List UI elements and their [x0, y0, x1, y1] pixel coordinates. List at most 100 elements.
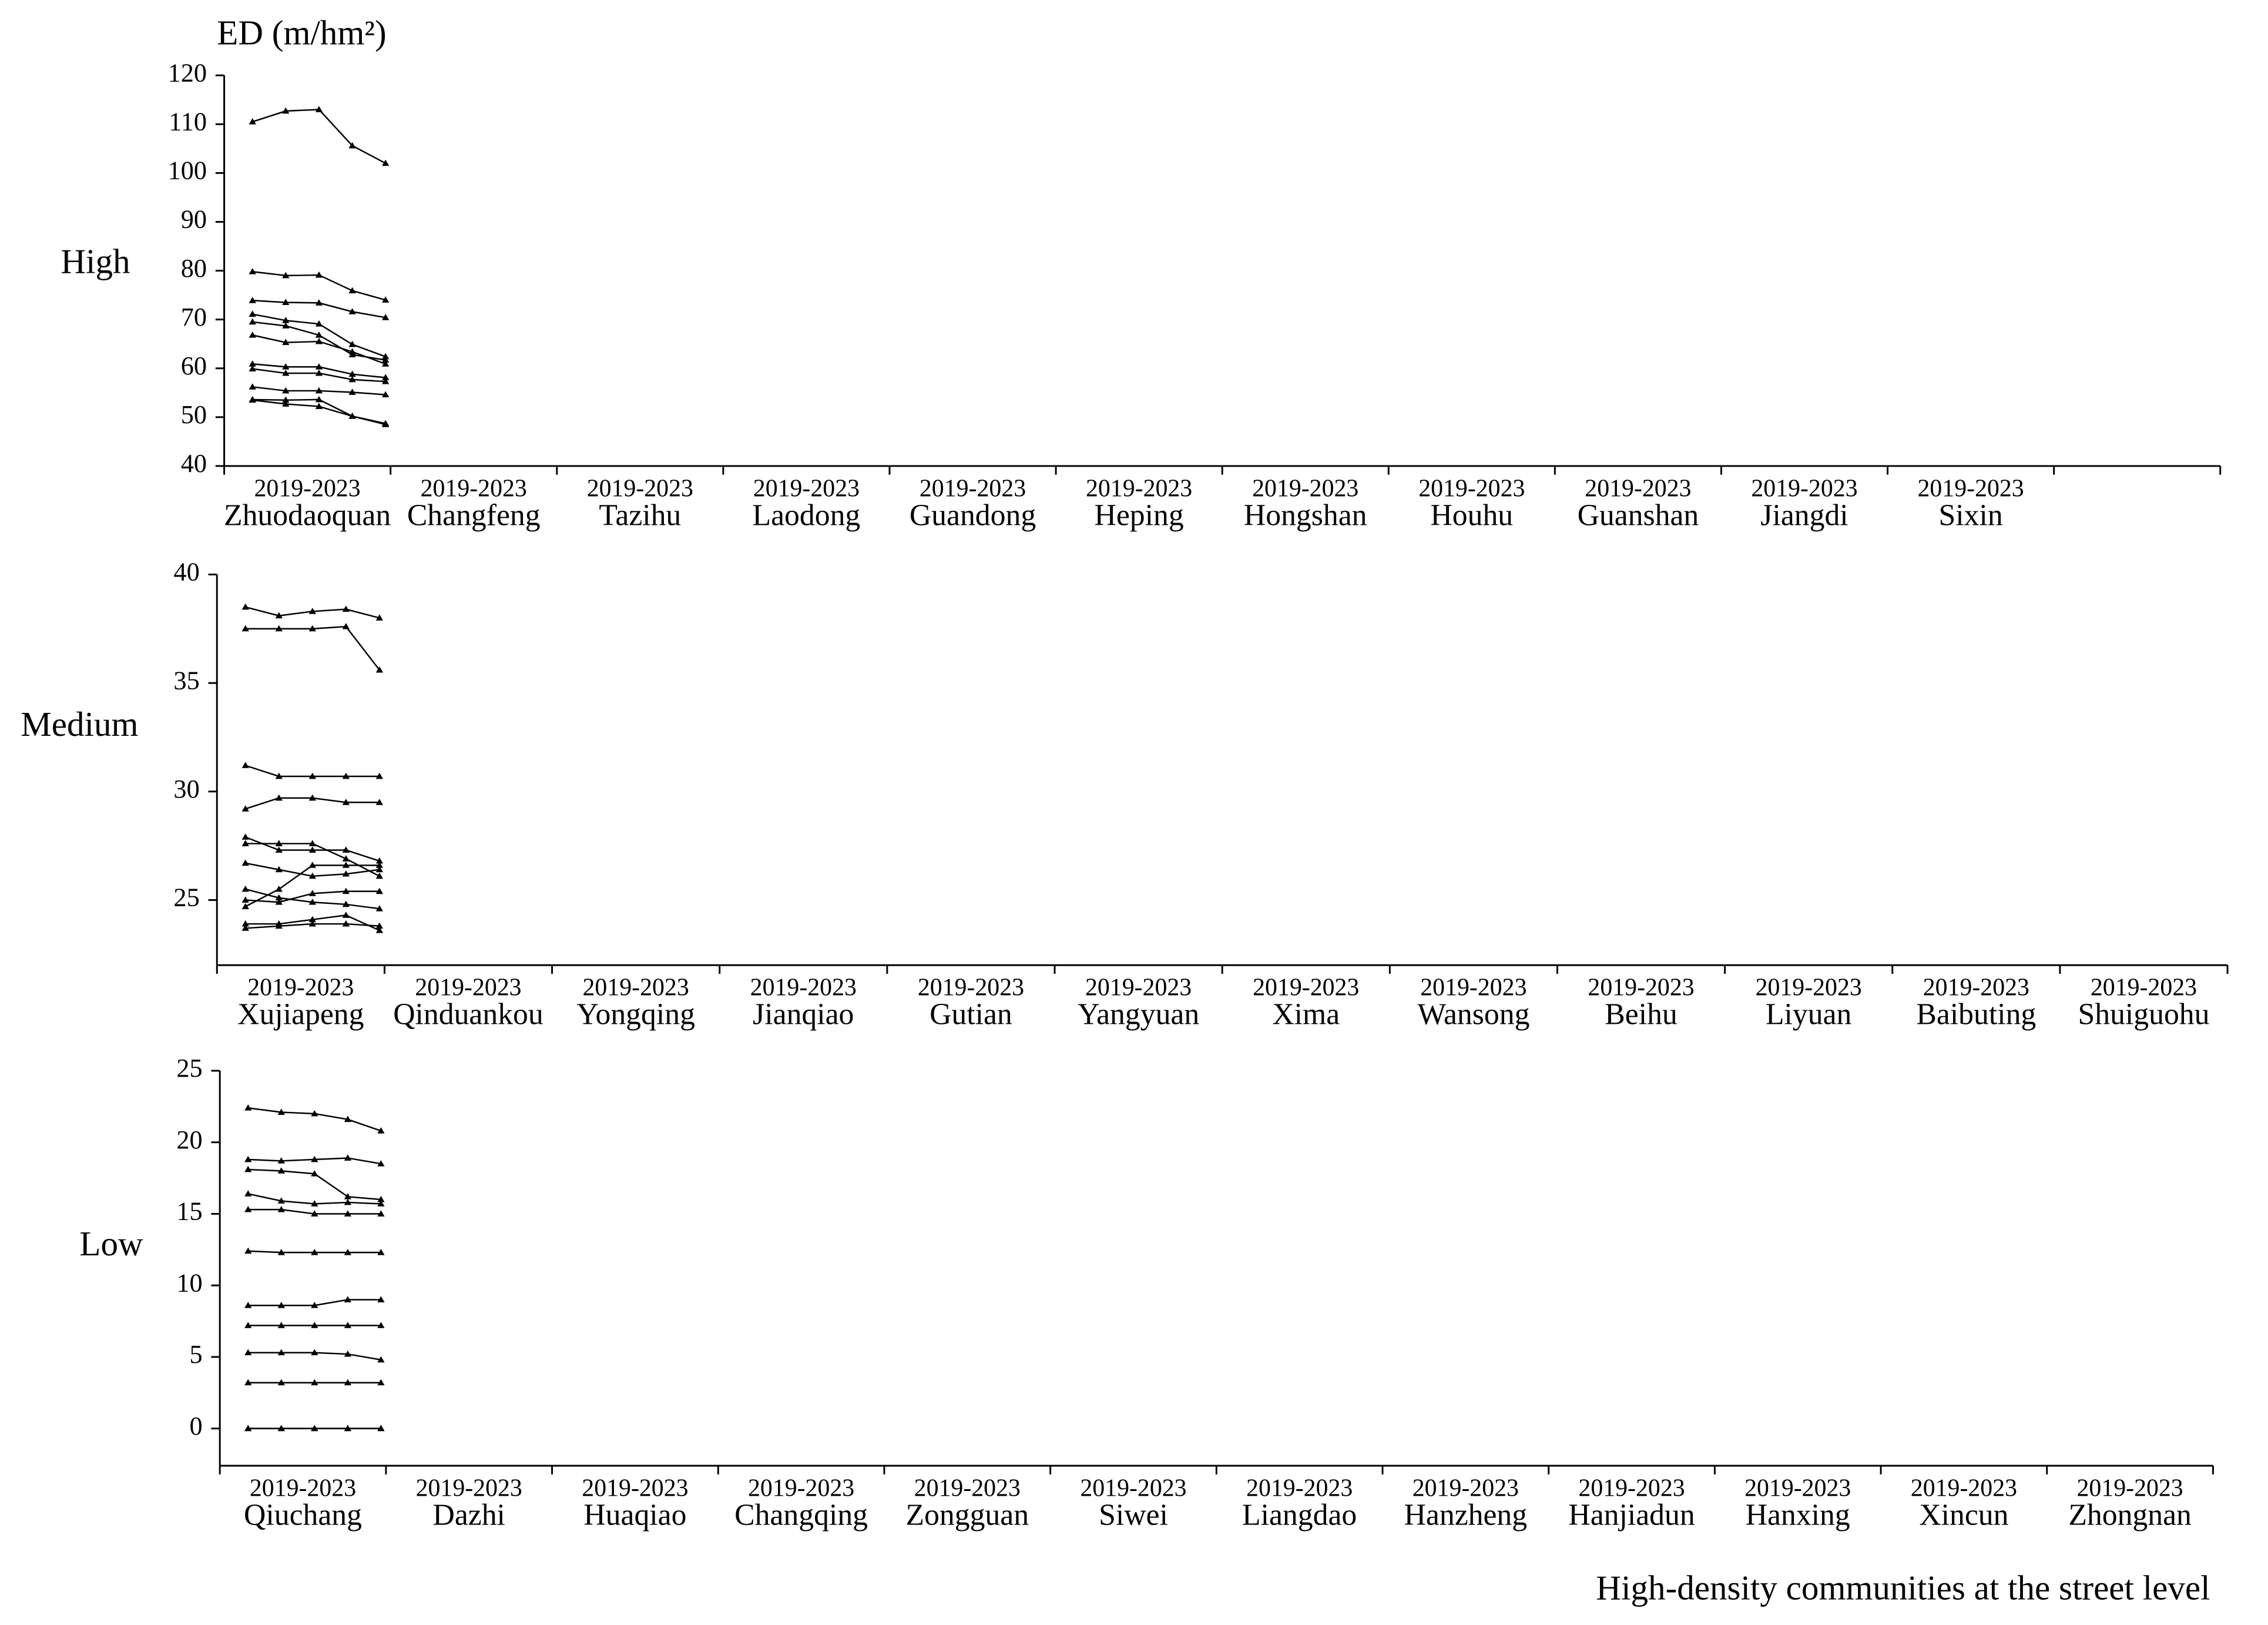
point-marker: [311, 1249, 318, 1255]
point-marker: [282, 369, 290, 376]
point-marker: [277, 1302, 285, 1308]
period-label: 2019-2023: [1911, 1475, 2017, 1502]
point-marker: [275, 885, 283, 892]
series-line: [252, 109, 386, 164]
point-marker: [282, 387, 290, 394]
point-marker: [277, 1249, 285, 1255]
point-marker: [342, 799, 350, 805]
point-marker: [249, 360, 256, 367]
x-tick-label: Zongguan: [905, 1498, 1029, 1532]
point-marker: [282, 317, 290, 323]
period-label: 2019-2023: [753, 475, 860, 502]
point-marker: [275, 794, 283, 801]
point-marker: [308, 608, 316, 614]
y-axis-label: ED (m/hm²): [217, 13, 386, 52]
period-label: 2019-2023: [1418, 475, 1525, 502]
period-label: 2019-2023: [1085, 974, 1192, 1001]
point-marker: [282, 272, 290, 279]
point-marker: [342, 855, 350, 862]
point-marker: [282, 299, 290, 306]
point-marker: [315, 396, 323, 403]
point-marker: [311, 1425, 318, 1432]
y-tick-label: 5: [189, 1340, 202, 1369]
point-marker: [382, 378, 390, 384]
period-label: 2019-2023: [250, 1475, 356, 1502]
point-marker: [344, 1425, 352, 1432]
point-marker: [275, 772, 283, 779]
point-marker: [249, 310, 256, 317]
point-marker: [315, 320, 323, 327]
x-tick-label: Guanshan: [1578, 498, 1699, 532]
point-marker: [308, 890, 316, 896]
point-marker: [249, 268, 256, 274]
point-marker: [315, 363, 323, 370]
point-marker: [311, 1379, 318, 1386]
x-tick-label: Xima: [1272, 998, 1340, 1031]
x-tick-label: Jianqiao: [753, 998, 854, 1031]
point-marker: [375, 772, 384, 779]
point-marker: [377, 1356, 385, 1363]
x-tick-label: Beihu: [1605, 998, 1677, 1031]
x-tick-label: Hongshan: [1244, 498, 1367, 532]
point-marker: [375, 614, 384, 621]
period-label: 2019-2023: [1080, 1475, 1186, 1502]
point-marker: [348, 413, 356, 419]
x-tick-label: Guandong: [910, 498, 1036, 532]
point-marker: [377, 1210, 385, 1217]
period-label: 2019-2023: [918, 974, 1024, 1001]
point-marker: [348, 340, 356, 347]
point-marker: [315, 337, 323, 344]
point-marker: [241, 840, 249, 846]
point-marker: [311, 1349, 318, 1356]
y-tick-label: 25: [176, 1054, 202, 1083]
point-marker: [277, 1157, 285, 1164]
point-marker: [377, 1296, 385, 1302]
point-marker: [244, 1349, 252, 1356]
y-tick-label: 120: [168, 58, 207, 87]
period-label: 2019-2023: [1086, 475, 1192, 502]
point-marker: [382, 353, 390, 360]
point-marker: [377, 1425, 385, 1432]
y-tick-label: 30: [173, 775, 199, 803]
point-marker: [311, 1155, 318, 1162]
point-marker: [249, 331, 256, 338]
point-marker: [348, 376, 356, 383]
point-marker: [375, 857, 384, 864]
point-marker: [377, 1322, 385, 1328]
y-tick-label: 50: [181, 400, 207, 429]
y-tick-label: 60: [181, 351, 207, 380]
point-marker: [244, 1155, 252, 1162]
x-tick-label: Shuiguohu: [2078, 998, 2209, 1031]
point-marker: [382, 159, 390, 166]
point-marker: [241, 859, 249, 866]
point-marker: [382, 314, 390, 320]
point-marker: [382, 391, 390, 398]
x-tick-label: Xincun: [1919, 1498, 2008, 1532]
x-tick-label: Hanjiadun: [1568, 1498, 1695, 1532]
y-tick-label: 100: [168, 156, 207, 185]
period-label: 2019-2023: [1917, 475, 2024, 502]
y-tick-label: 70: [181, 303, 207, 331]
series-line: [245, 625, 380, 671]
point-marker: [342, 887, 350, 894]
point-marker: [311, 1210, 318, 1217]
x-tick-label: Changfeng: [407, 498, 541, 532]
y-tick-label: 40: [181, 449, 207, 478]
y-tick-label: 80: [181, 254, 207, 283]
point-marker: [308, 916, 316, 923]
point-marker: [315, 369, 323, 376]
point-marker: [308, 846, 316, 853]
point-marker: [315, 331, 323, 338]
point-marker: [277, 1425, 285, 1432]
period-label: 2019-2023: [748, 1475, 854, 1502]
point-marker: [244, 1190, 252, 1197]
point-marker: [282, 396, 290, 403]
point-marker: [344, 1154, 352, 1161]
point-marker: [342, 870, 350, 877]
point-marker: [277, 1205, 285, 1212]
point-marker: [282, 400, 290, 407]
point-marker: [342, 900, 350, 907]
point-marker: [382, 296, 390, 303]
point-marker: [282, 322, 290, 329]
